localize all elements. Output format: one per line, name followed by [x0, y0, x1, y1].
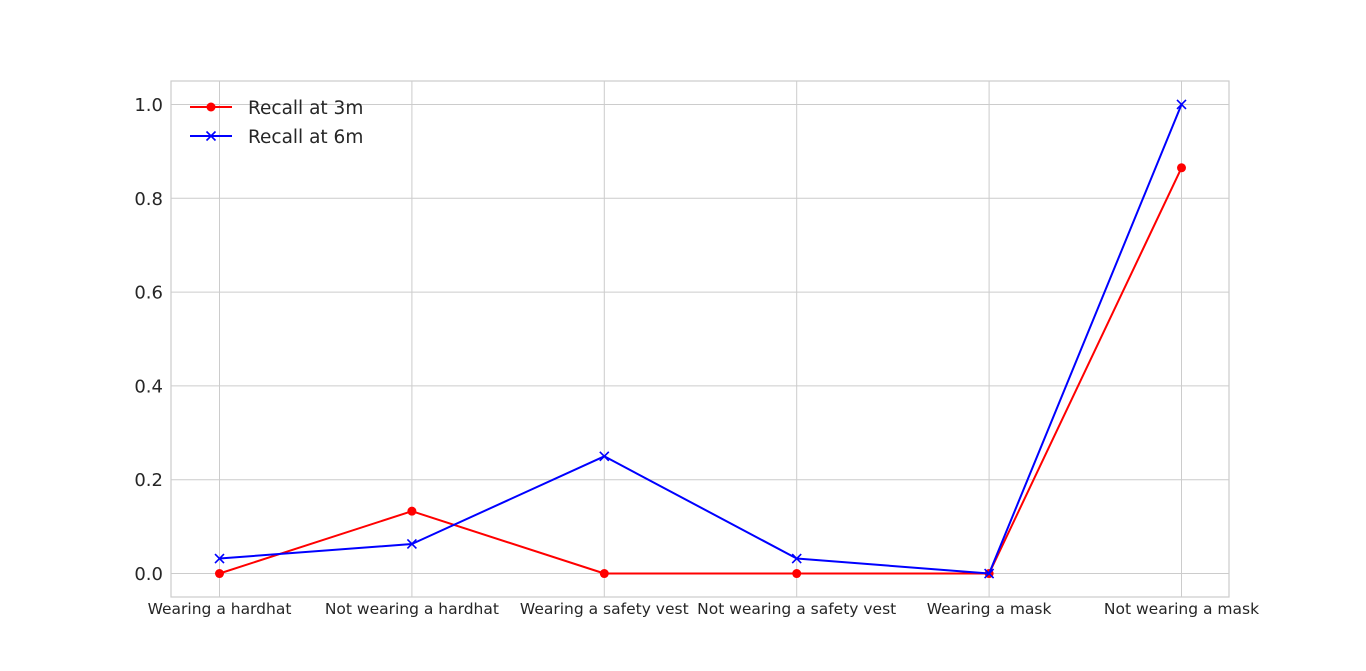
data-point	[1177, 163, 1186, 173]
grid	[171, 81, 1229, 597]
y-tick-label: 0.4	[134, 376, 163, 397]
legend-entry-0: Recall at 3m	[190, 98, 363, 119]
x-tick-label: Not wearing a safety vest	[697, 600, 896, 618]
data-point	[214, 553, 225, 564]
x-tick-label: Not wearing a hardhat	[325, 600, 499, 618]
x-tick-label: Not wearing a mask	[1104, 600, 1259, 618]
x-axis-ticks: Wearing a hardhat Not wearing a hardhat We…	[148, 600, 1259, 618]
y-tick-label: 0.8	[134, 189, 163, 210]
data-point	[599, 569, 609, 579]
data-point	[215, 569, 224, 579]
x-tick-label: Wearing a safety vest	[520, 600, 689, 618]
data-point	[1176, 99, 1187, 110]
plot-frame	[170, 80, 1230, 598]
data-point	[407, 506, 417, 516]
series-0	[215, 163, 1186, 579]
series-line	[219, 167, 1183, 575]
x-tick-label: Wearing a mask	[927, 600, 1052, 618]
x-tick-label: Wearing a hardhat	[148, 600, 292, 618]
series-1	[214, 99, 1187, 579]
y-tick-label: 0.6	[134, 283, 163, 304]
y-axis-ticks: 0.0 0.2 0.4 0.6 0.8 1.0	[134, 95, 163, 585]
data-point	[406, 538, 417, 550]
y-tick-label: 0.2	[134, 470, 163, 491]
series-line	[219, 104, 1183, 575]
data-point	[792, 569, 802, 579]
y-tick-label: 1.0	[134, 95, 163, 116]
data-point	[599, 451, 610, 462]
legend: Recall at 3m Recall at 6m	[190, 98, 363, 148]
data-point	[791, 553, 802, 564]
y-tick-label: 0.0	[134, 564, 163, 585]
legend-label: Recall at 6m	[248, 127, 363, 148]
legend-entry-1: Recall at 6m	[190, 127, 363, 148]
series-layer	[214, 99, 1187, 579]
data-point	[984, 568, 995, 579]
legend-label: Recall at 3m	[248, 98, 363, 119]
